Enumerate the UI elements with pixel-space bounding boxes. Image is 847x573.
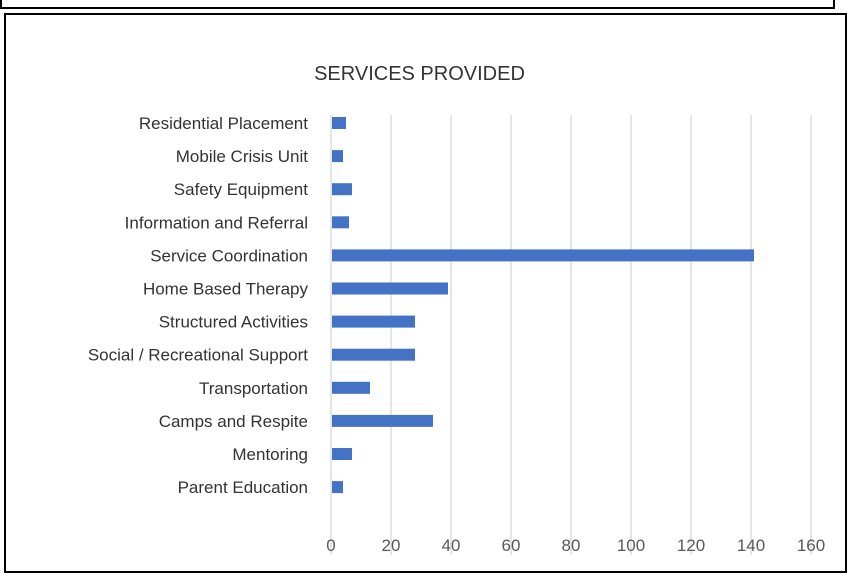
bar-chart: Residential Placement Mobile Crisis Unit S… [88, 114, 825, 555]
category-label: Mobile Crisis Unit [176, 147, 309, 166]
bars [332, 117, 754, 494]
bar [332, 282, 448, 295]
bar [332, 183, 352, 196]
x-tick-label: 160 [797, 536, 825, 555]
bar [332, 249, 754, 262]
category-label: Mentoring [232, 445, 308, 464]
category-label: Transportation [199, 379, 308, 398]
category-label: Service Coordination [150, 246, 308, 265]
gridlines [330, 115, 812, 555]
x-tick-label: 80 [562, 536, 581, 555]
x-tick-label: 0 [326, 536, 335, 555]
category-label: Structured Activities [159, 313, 308, 332]
category-label: Parent Education [178, 478, 308, 497]
x-tick-label: 60 [502, 536, 521, 555]
bar [332, 348, 415, 361]
chart-frame: SERVICES PROVIDED Residential Placement M… [4, 13, 847, 573]
category-label: Camps and Respite [159, 412, 308, 431]
x-tick-label: 140 [737, 536, 765, 555]
bar [332, 315, 415, 328]
category-labels: Residential Placement Mobile Crisis Unit S… [88, 114, 309, 497]
x-tick-label: 40 [442, 536, 461, 555]
bar [332, 117, 346, 129]
bar [332, 150, 343, 163]
bar [332, 381, 370, 394]
category-label: Residential Placement [139, 114, 308, 133]
x-tick-label: 20 [382, 536, 401, 555]
x-tick-label: 120 [677, 536, 705, 555]
bar [332, 448, 352, 460]
bar [332, 481, 343, 494]
x-tick-labels: 0 20 40 60 80 100 120 140 160 [326, 536, 825, 555]
top-border-strip [0, 0, 835, 9]
category-label: Safety Equipment [174, 180, 308, 199]
chart-title: SERVICES PROVIDED [314, 63, 525, 85]
bar [332, 414, 433, 427]
bar [332, 216, 349, 229]
category-label: Home Based Therapy [143, 280, 309, 299]
x-tick-label: 100 [617, 536, 645, 555]
category-label: Social / Recreational Support [88, 346, 308, 365]
category-label: Information and Referral [125, 213, 308, 232]
